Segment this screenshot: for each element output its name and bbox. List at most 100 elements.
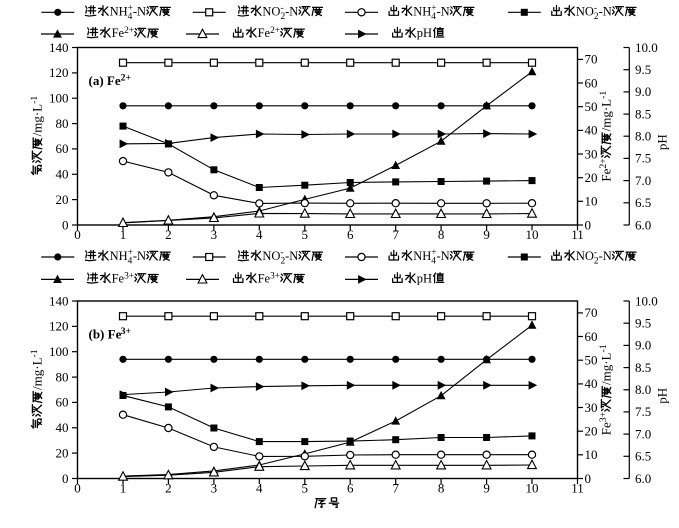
svg-text:2+: 2+ (124, 26, 134, 36)
svg-text:5: 5 (302, 227, 309, 242)
svg-text:9.0: 9.0 (635, 338, 651, 353)
svg-text:8: 8 (438, 481, 445, 496)
svg-text:pH: pH (655, 388, 670, 404)
svg-text:-1: -1 (29, 349, 40, 357)
svg-text:2+: 2+ (598, 158, 609, 169)
svg-text:+: + (431, 4, 436, 14)
svg-text:20: 20 (585, 424, 598, 439)
svg-text:pH: pH (655, 134, 670, 150)
svg-text:8.5: 8.5 (635, 360, 651, 375)
svg-text:2+: 2+ (270, 26, 280, 36)
svg-text:11: 11 (571, 481, 584, 496)
svg-text:60: 60 (585, 329, 598, 344)
svg-text:11: 11 (571, 227, 584, 242)
svg-text:60: 60 (585, 75, 598, 90)
svg-text:70: 70 (585, 305, 598, 320)
svg-text:0: 0 (62, 471, 69, 486)
svg-text:30: 30 (585, 400, 598, 415)
svg-text:40: 40 (585, 376, 598, 391)
svg-text:-1: -1 (598, 91, 609, 99)
svg-text:70: 70 (585, 52, 598, 67)
svg-text:3+: 3+ (121, 326, 132, 337)
svg-text:Fe: Fe (599, 168, 614, 181)
svg-text:-N: -N (599, 249, 612, 263)
svg-text:10: 10 (526, 481, 539, 496)
svg-text:NH: NH (413, 249, 431, 263)
svg-text:5: 5 (302, 481, 309, 496)
svg-text:7: 7 (392, 481, 399, 496)
svg-text:NO: NO (262, 249, 280, 263)
svg-text:60: 60 (56, 395, 69, 410)
svg-text:NO: NO (262, 4, 280, 18)
svg-text:3+: 3+ (270, 271, 280, 281)
svg-text:7.5: 7.5 (635, 404, 651, 419)
svg-text:6: 6 (347, 227, 354, 242)
svg-text:50: 50 (585, 353, 598, 368)
svg-text:6.0: 6.0 (635, 471, 651, 486)
svg-text:-N: -N (285, 249, 298, 263)
svg-text:10: 10 (526, 227, 539, 242)
svg-text:pH: pH (417, 271, 432, 285)
svg-text:9.5: 9.5 (635, 62, 651, 77)
svg-text:-1: -1 (598, 344, 609, 352)
svg-text:+: + (128, 4, 133, 14)
svg-text:6.5: 6.5 (635, 449, 651, 464)
svg-text:0: 0 (62, 217, 69, 232)
svg-text:30: 30 (585, 146, 598, 161)
svg-text:2: 2 (594, 257, 599, 267)
svg-text:/mg·L: /mg·L (30, 104, 45, 137)
svg-text:100: 100 (49, 91, 69, 106)
svg-text:-N: -N (437, 4, 450, 18)
svg-text:6.5: 6.5 (635, 195, 651, 210)
svg-text:2: 2 (165, 227, 172, 242)
svg-text:/mg·L: /mg·L (599, 99, 614, 132)
svg-text:3+: 3+ (124, 271, 134, 281)
svg-text:7: 7 (392, 227, 399, 242)
svg-text:2: 2 (281, 257, 286, 267)
svg-text:+: + (431, 248, 436, 258)
svg-text:10.0: 10.0 (635, 293, 658, 308)
svg-text:2: 2 (594, 12, 599, 22)
svg-text:3: 3 (211, 227, 218, 242)
svg-text:4: 4 (256, 481, 263, 496)
svg-text:-N: -N (599, 4, 612, 18)
svg-text:Fe: Fe (112, 271, 125, 285)
svg-text:-: - (594, 4, 597, 14)
svg-text:8.5: 8.5 (635, 106, 651, 121)
svg-text:20: 20 (56, 192, 69, 207)
svg-text:-N: -N (133, 4, 146, 18)
svg-text:120: 120 (49, 319, 69, 334)
svg-text:pH: pH (417, 26, 432, 40)
svg-text:NH: NH (413, 4, 431, 18)
svg-text:(a) Fe: (a) Fe (89, 73, 121, 88)
svg-text:-N: -N (285, 4, 298, 18)
svg-text:Fe: Fe (258, 271, 271, 285)
svg-text:Fe: Fe (599, 422, 614, 435)
svg-text:140: 140 (49, 293, 69, 308)
svg-text:1: 1 (120, 227, 127, 242)
svg-text:10.0: 10.0 (635, 40, 658, 55)
svg-text:80: 80 (56, 116, 69, 131)
svg-text:10: 10 (585, 447, 598, 462)
svg-text:/mg·L: /mg·L (599, 352, 614, 385)
svg-text:3+: 3+ (598, 411, 609, 422)
svg-text:80: 80 (56, 369, 69, 384)
svg-text:7.0: 7.0 (635, 426, 651, 441)
svg-text:10: 10 (585, 194, 598, 209)
svg-text:40: 40 (56, 420, 69, 435)
svg-text:9.0: 9.0 (635, 84, 651, 99)
svg-text:120: 120 (49, 65, 69, 80)
svg-text:-: - (281, 248, 284, 258)
svg-text:NH: NH (110, 249, 128, 263)
svg-text:7.0: 7.0 (635, 173, 651, 188)
svg-text:4: 4 (431, 257, 436, 267)
svg-text:-N: -N (437, 249, 450, 263)
svg-text:8.0: 8.0 (635, 382, 651, 397)
svg-text:40: 40 (585, 123, 598, 138)
svg-text:-: - (281, 4, 284, 14)
svg-text:6: 6 (347, 481, 354, 496)
svg-text:+: + (128, 248, 133, 258)
svg-text:NO: NO (576, 4, 594, 18)
svg-text:4: 4 (128, 257, 133, 267)
svg-text:9: 9 (483, 227, 490, 242)
